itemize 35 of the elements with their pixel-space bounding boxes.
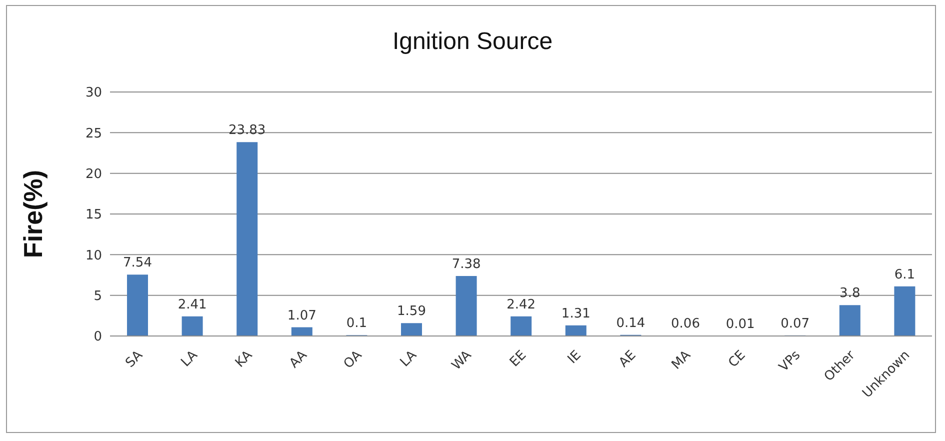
data-label: 1.31 bbox=[561, 306, 590, 322]
x-tick-label: LA bbox=[398, 348, 420, 370]
x-tick-label: SA bbox=[122, 348, 146, 371]
x-tick-label: KA bbox=[232, 348, 256, 371]
x-tick-label: WA bbox=[449, 348, 475, 374]
y-axis-title: Fire(%) bbox=[18, 170, 48, 258]
x-tick-label: AE bbox=[616, 348, 640, 371]
y-tick-label: 30 bbox=[85, 86, 102, 101]
y-tick-label: 15 bbox=[85, 208, 102, 223]
x-tick-label: LA bbox=[178, 348, 201, 370]
y-tick-label: 25 bbox=[85, 126, 102, 142]
x-tick-label: VPs bbox=[776, 348, 804, 375]
x-tick-label: OA bbox=[341, 348, 366, 372]
data-label: 7.38 bbox=[452, 256, 481, 272]
data-label: 1.59 bbox=[397, 304, 426, 320]
x-tick-label: CE bbox=[726, 348, 749, 371]
data-label: 0.06 bbox=[671, 316, 700, 332]
data-label: 0.07 bbox=[780, 316, 810, 332]
data-label: 2.41 bbox=[178, 297, 207, 312]
data-label: 2.42 bbox=[506, 297, 536, 312]
y-tick-label: 5 bbox=[94, 288, 102, 304]
data-label: 0.14 bbox=[616, 316, 646, 331]
x-tick-label: EE bbox=[507, 348, 530, 370]
chart-title: Ignition Source bbox=[391, 28, 554, 56]
data-label: 0.1 bbox=[346, 316, 368, 332]
data-label: 7.54 bbox=[123, 256, 152, 271]
x-tick-label: IE bbox=[565, 348, 584, 368]
y-tick-label: 20 bbox=[85, 166, 102, 182]
y-tick-label: 0 bbox=[94, 330, 102, 345]
x-tick-label: MA bbox=[669, 348, 694, 373]
data-label: 1.07 bbox=[287, 308, 316, 324]
data-label: 0.01 bbox=[726, 316, 755, 332]
data-label: 6.1 bbox=[894, 267, 916, 282]
x-tick-label: AA bbox=[286, 348, 310, 372]
y-tick-label: 10 bbox=[85, 248, 102, 264]
